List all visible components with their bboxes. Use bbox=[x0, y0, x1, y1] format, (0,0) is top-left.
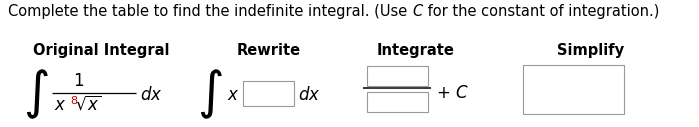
Bar bbox=[523, 65, 624, 114]
Text: Simplify: Simplify bbox=[557, 43, 624, 58]
Bar bbox=[367, 92, 428, 112]
Text: $1$: $1$ bbox=[73, 72, 84, 90]
Text: $\int$: $\int$ bbox=[24, 68, 49, 121]
Bar bbox=[367, 66, 428, 86]
Text: Original Integral: Original Integral bbox=[33, 43, 170, 58]
Text: $x$: $x$ bbox=[54, 96, 66, 114]
Text: Integrate: Integrate bbox=[377, 43, 455, 58]
Bar bbox=[243, 81, 294, 106]
Text: $+\ C$: $+\ C$ bbox=[436, 84, 469, 102]
Text: C: C bbox=[412, 4, 422, 19]
Text: Complete the table to find the indefinite integral. (Use: Complete the table to find the indefinit… bbox=[8, 4, 412, 19]
Text: $8$: $8$ bbox=[70, 94, 78, 106]
Text: $dx$: $dx$ bbox=[298, 86, 320, 104]
Text: $x$: $x$ bbox=[227, 86, 240, 104]
Text: $dx$: $dx$ bbox=[140, 86, 162, 104]
Text: $\int$: $\int$ bbox=[197, 68, 222, 121]
Text: $\sqrt{x}$: $\sqrt{x}$ bbox=[75, 96, 102, 114]
Text: for the constant of integration.): for the constant of integration.) bbox=[422, 4, 659, 19]
Text: $x$: $x$ bbox=[369, 63, 382, 81]
Text: Rewrite: Rewrite bbox=[237, 43, 301, 58]
